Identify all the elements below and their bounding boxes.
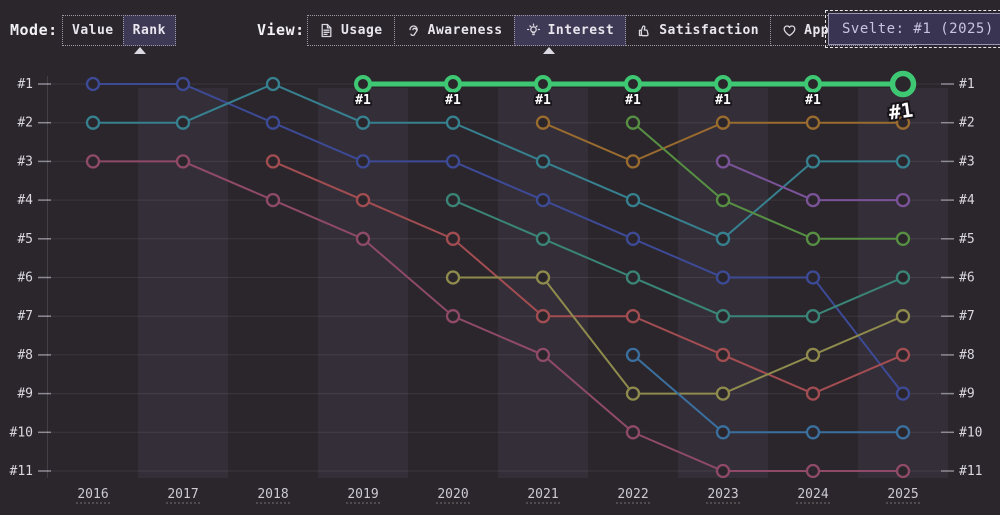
svg-text:#4: #4 — [959, 193, 975, 208]
active-mode-caret — [134, 47, 146, 54]
svg-text:2020: 2020 — [437, 487, 468, 502]
svg-text:#1: #1 — [805, 93, 821, 108]
svg-text:#5: #5 — [959, 232, 975, 247]
view-awareness-button[interactable]: Awareness — [393, 15, 515, 46]
svg-text:#1: #1 — [887, 97, 914, 124]
svg-text:#8: #8 — [17, 348, 33, 363]
svg-text:#4: #4 — [17, 193, 33, 208]
lightbulb-icon — [526, 23, 540, 36]
mode-label: Mode: — [10, 21, 58, 39]
svg-text:#2: #2 — [17, 116, 33, 131]
svg-text:#10: #10 — [959, 425, 982, 440]
view-satisfaction-label: Satisfaction — [659, 23, 760, 38]
svg-text:#5: #5 — [17, 232, 33, 247]
svg-text:2018: 2018 — [257, 487, 288, 502]
tooltip: Svelte: #1 (2025) — [825, 10, 1000, 48]
svg-text:#7: #7 — [959, 309, 975, 324]
heart-icon — [783, 25, 796, 37]
svg-text:2021: 2021 — [527, 487, 558, 502]
svg-text:#1: #1 — [625, 93, 641, 108]
svg-text:#2: #2 — [959, 116, 975, 131]
toolbar: Mode: Value Rank View: Usage Awareness I… — [0, 0, 1000, 60]
svg-text:#9: #9 — [959, 387, 975, 402]
view-usage-button[interactable]: Usage — [307, 15, 395, 46]
active-view-caret — [543, 47, 555, 54]
svg-text:#6: #6 — [959, 271, 975, 286]
svg-text:2022: 2022 — [617, 487, 648, 502]
ear-icon — [408, 25, 418, 37]
view-interest-label: Interest — [547, 23, 615, 38]
svg-text:#6: #6 — [17, 271, 33, 286]
svg-text:2017: 2017 — [167, 487, 198, 502]
mode-toggle: Value Rank — [62, 15, 176, 46]
view-usage-label: Usage — [341, 23, 383, 38]
svg-text:#1: #1 — [445, 93, 461, 108]
svg-text:#1: #1 — [17, 77, 33, 92]
svg-text:#1: #1 — [715, 93, 731, 108]
svg-text:2023: 2023 — [707, 487, 738, 502]
mode-value-button[interactable]: Value — [62, 15, 124, 46]
file-text-icon — [321, 23, 332, 38]
view-satisfaction-button[interactable]: Satisfaction — [625, 15, 772, 46]
svg-text:#1: #1 — [959, 77, 975, 92]
view-interest-button[interactable]: Interest — [513, 15, 627, 46]
svg-text:#11: #11 — [10, 464, 33, 479]
svg-text:#11: #11 — [959, 464, 982, 479]
view-toggle: Usage Awareness Interest Satisfaction — [307, 15, 917, 46]
svg-text:#9: #9 — [17, 387, 33, 402]
view-awareness-label: Awareness — [427, 23, 503, 38]
view-label: View: — [257, 21, 305, 39]
thumbs-up-icon — [639, 25, 649, 37]
svg-text:#7: #7 — [17, 309, 33, 324]
svg-text:#3: #3 — [17, 154, 33, 169]
svg-text:#8: #8 — [959, 348, 975, 363]
tooltip-text: Svelte: #1 (2025) — [842, 21, 994, 37]
mode-rank-button[interactable]: Rank — [122, 15, 176, 46]
svg-text:#1: #1 — [535, 93, 551, 108]
svg-text:2019: 2019 — [347, 487, 378, 502]
svg-text:2024: 2024 — [797, 487, 828, 502]
svg-text:#3: #3 — [959, 154, 975, 169]
svg-text:#1: #1 — [355, 93, 371, 108]
svg-text:2016: 2016 — [77, 487, 108, 502]
svg-text:#10: #10 — [10, 425, 33, 440]
svg-text:2025: 2025 — [887, 487, 918, 502]
